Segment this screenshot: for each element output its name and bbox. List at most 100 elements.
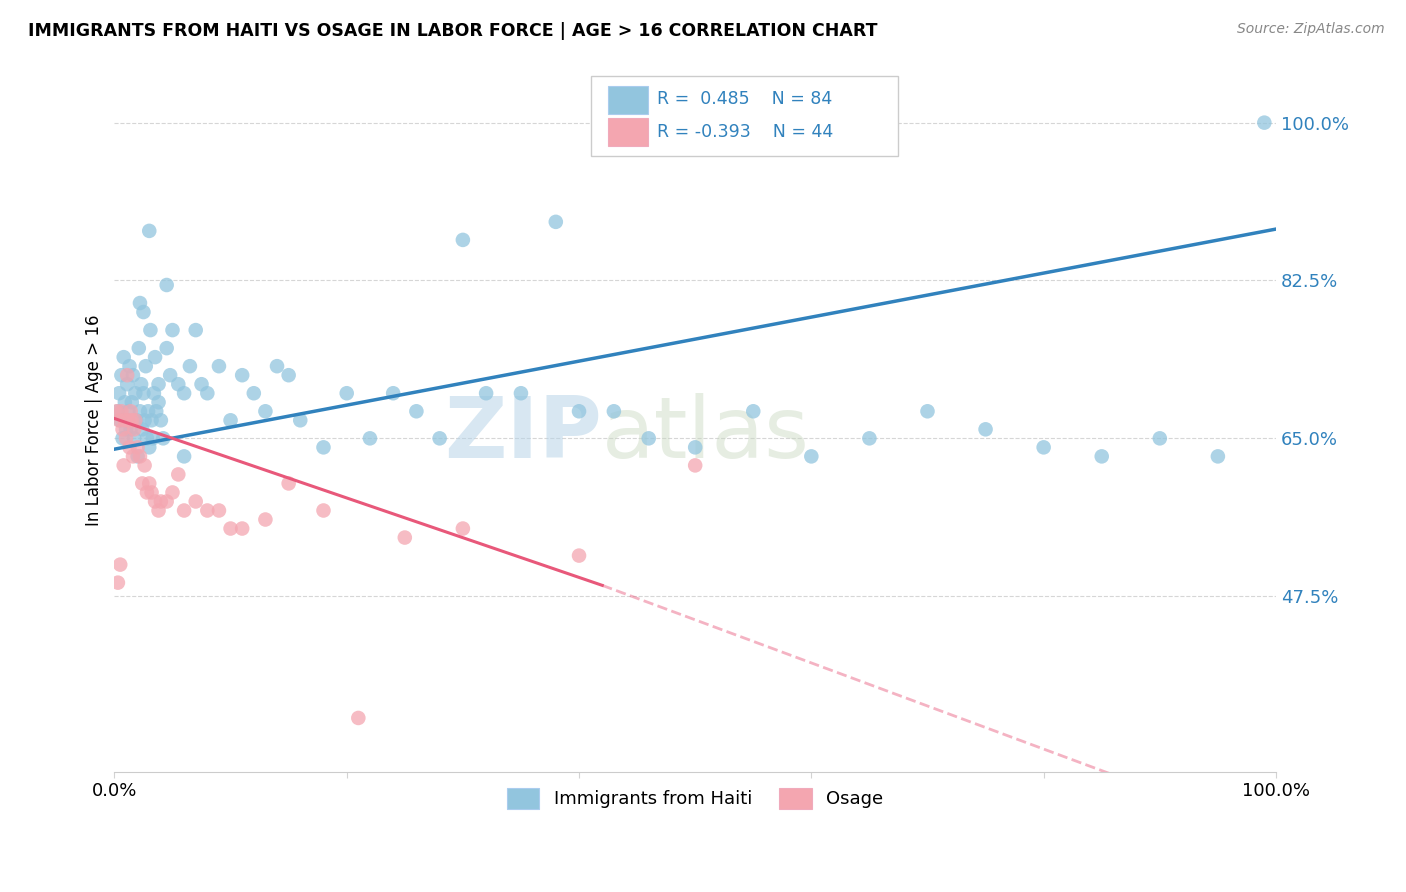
Point — [277, 368, 299, 383]
Point — [114, 395, 136, 409]
Point — [243, 386, 266, 401]
Point — [124, 413, 146, 427]
Point — [121, 395, 143, 409]
Point — [122, 368, 145, 383]
Point — [127, 441, 149, 455]
Point — [800, 450, 823, 464]
Point — [132, 305, 155, 319]
Point — [219, 522, 242, 536]
Point — [145, 404, 167, 418]
Point — [179, 359, 201, 374]
Point — [131, 476, 153, 491]
Point — [254, 512, 277, 526]
Point — [544, 215, 567, 229]
Point — [108, 413, 131, 427]
Point — [134, 413, 156, 427]
Point — [112, 350, 135, 364]
Point — [162, 323, 184, 337]
Point — [173, 386, 195, 401]
Point — [114, 413, 136, 427]
Point — [138, 224, 160, 238]
Point — [742, 404, 765, 418]
Point — [131, 422, 153, 436]
Point — [1091, 450, 1114, 464]
Point — [231, 368, 253, 383]
Point — [312, 441, 335, 455]
Point — [173, 503, 195, 517]
Point — [141, 413, 163, 427]
FancyBboxPatch shape — [607, 119, 648, 146]
Text: Source: ZipAtlas.com: Source: ZipAtlas.com — [1237, 22, 1385, 37]
Point — [124, 386, 146, 401]
Point — [429, 431, 451, 445]
Point — [149, 413, 172, 427]
Point — [312, 503, 335, 517]
Point — [195, 503, 218, 517]
Text: ZIP: ZIP — [444, 392, 602, 475]
Point — [974, 422, 997, 436]
Text: R = -0.393    N = 44: R = -0.393 N = 44 — [657, 123, 834, 141]
Point — [134, 458, 156, 473]
Point — [136, 431, 159, 445]
Point — [112, 458, 135, 473]
Point — [219, 413, 242, 427]
Point — [231, 522, 253, 536]
FancyBboxPatch shape — [591, 76, 898, 156]
Point — [138, 441, 160, 455]
Point — [148, 503, 170, 517]
Point — [138, 476, 160, 491]
Point — [115, 368, 138, 383]
Point — [148, 377, 170, 392]
Point — [359, 431, 381, 445]
Point — [475, 386, 498, 401]
Point — [156, 494, 179, 508]
Point — [122, 431, 145, 445]
Point — [115, 422, 138, 436]
Point — [110, 413, 132, 427]
Point — [603, 404, 626, 418]
Point — [117, 404, 139, 418]
Point — [156, 341, 179, 355]
Point — [510, 386, 533, 401]
Point — [118, 359, 141, 374]
Point — [568, 404, 591, 418]
Point — [118, 441, 141, 455]
Point — [139, 323, 162, 337]
Point — [136, 485, 159, 500]
Point — [115, 377, 138, 392]
Point — [115, 431, 138, 445]
Point — [121, 413, 143, 427]
Point — [111, 422, 134, 436]
Point — [858, 431, 880, 445]
Point — [122, 422, 145, 436]
Point — [162, 485, 184, 500]
Point — [125, 413, 148, 427]
Point — [110, 404, 132, 418]
Point — [683, 458, 706, 473]
Point — [129, 404, 152, 418]
Point — [190, 377, 212, 392]
Point — [111, 431, 134, 445]
Point — [266, 359, 288, 374]
Point — [129, 296, 152, 310]
Point — [142, 386, 165, 401]
Point — [347, 711, 370, 725]
Point — [451, 522, 474, 536]
Point — [336, 386, 359, 401]
Point — [637, 431, 659, 445]
Point — [127, 450, 149, 464]
Point — [152, 431, 174, 445]
Point — [394, 531, 416, 545]
Y-axis label: In Labor Force | Age > 16: In Labor Force | Age > 16 — [86, 315, 103, 526]
Point — [136, 404, 159, 418]
Text: IMMIGRANTS FROM HAITI VS OSAGE IN LABOR FORCE | AGE > 16 CORRELATION CHART: IMMIGRANTS FROM HAITI VS OSAGE IN LABOR … — [28, 22, 877, 40]
Point — [143, 350, 166, 364]
Point — [173, 450, 195, 464]
Point — [167, 467, 190, 482]
Point — [108, 386, 131, 401]
Point — [122, 450, 145, 464]
Point — [149, 494, 172, 508]
Point — [110, 368, 132, 383]
Point — [132, 386, 155, 401]
Point — [290, 413, 312, 427]
